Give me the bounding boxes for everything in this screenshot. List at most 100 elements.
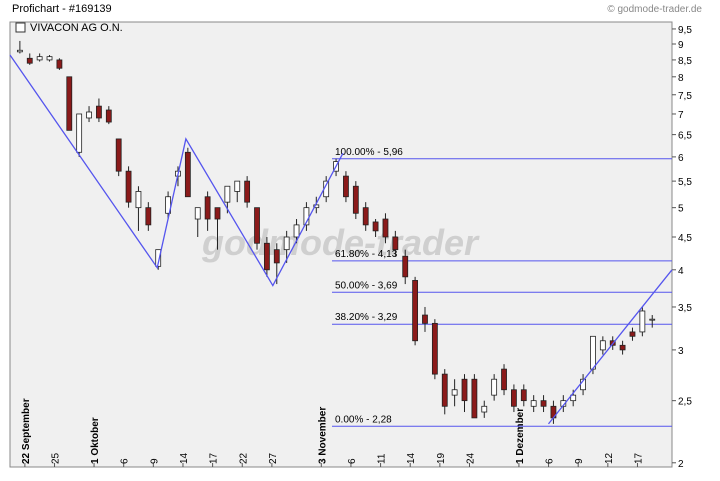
candle-body bbox=[254, 207, 260, 244]
y-tick-label: 4,5 bbox=[678, 233, 692, 244]
fib-label: 50.00% - 3,69 bbox=[335, 280, 398, 291]
y-tick-label: 8 bbox=[678, 73, 684, 84]
candle-body bbox=[422, 314, 428, 324]
candle-body bbox=[283, 236, 290, 251]
x-tick-label: 9 bbox=[574, 458, 585, 464]
candle-body bbox=[501, 368, 507, 391]
candle-body bbox=[135, 191, 142, 209]
x-tick-label: 24 bbox=[466, 452, 477, 464]
candle-body bbox=[96, 105, 102, 119]
candle-body bbox=[66, 76, 73, 131]
candle-body bbox=[273, 249, 280, 264]
y-tick-label: 6 bbox=[678, 153, 684, 164]
candle-body bbox=[184, 151, 191, 198]
x-tick-label: 6 bbox=[120, 458, 131, 464]
candle-body bbox=[204, 196, 211, 220]
x-tick-label: 1 Dezember bbox=[515, 408, 526, 464]
y-tick-label: 8,5 bbox=[678, 56, 692, 67]
x-tick-label: 19 bbox=[436, 452, 447, 464]
x-tick-label: 22 September bbox=[21, 398, 32, 464]
candle-body bbox=[540, 400, 547, 407]
candle-body bbox=[511, 389, 517, 407]
y-tick-label: 3 bbox=[678, 346, 684, 357]
y-tick-label: 4 bbox=[678, 266, 684, 277]
chart-title: Profichart - #169139 bbox=[12, 3, 112, 15]
candle-body bbox=[431, 322, 438, 375]
candle-body bbox=[599, 340, 606, 351]
candle-body bbox=[570, 394, 577, 402]
x-tick-label: 22 bbox=[238, 452, 249, 464]
x-tick-label: 17 bbox=[633, 452, 644, 464]
y-tick-label: 9 bbox=[678, 40, 684, 51]
y-tick-label: 6,5 bbox=[678, 131, 692, 142]
candle-body bbox=[412, 280, 419, 342]
candle-body bbox=[224, 185, 231, 203]
candle-body bbox=[263, 242, 270, 271]
candle-body bbox=[76, 113, 83, 153]
x-tick-label: 9 bbox=[149, 458, 160, 464]
candle-body bbox=[194, 207, 201, 220]
candle-body bbox=[26, 57, 33, 64]
candle-body bbox=[471, 378, 478, 419]
x-tick-label: 3 November bbox=[317, 407, 328, 464]
y-tick-label: 9,5 bbox=[678, 25, 692, 36]
fib-label: 0.00% - 2,28 bbox=[335, 414, 392, 425]
candle-body bbox=[629, 331, 636, 337]
candle-body bbox=[491, 378, 498, 396]
candle-body bbox=[214, 207, 221, 220]
candle-body bbox=[590, 335, 596, 370]
candle-body bbox=[520, 389, 527, 402]
candle-body bbox=[639, 310, 646, 333]
candle-body bbox=[293, 224, 300, 238]
x-tick-label: 14 bbox=[179, 452, 190, 464]
candle-body bbox=[56, 59, 63, 69]
x-tick-label: 27 bbox=[268, 452, 279, 464]
candle-body bbox=[145, 207, 152, 226]
trend-line bbox=[9, 54, 344, 287]
x-tick-label: 6 bbox=[347, 458, 358, 464]
candle-body bbox=[530, 400, 537, 407]
y-tick-label: 5,5 bbox=[678, 177, 692, 188]
source: © godmode-trader.de bbox=[607, 4, 702, 15]
y-tick-label: 7,5 bbox=[678, 91, 692, 102]
candle-body bbox=[125, 170, 132, 203]
candle-body bbox=[244, 180, 251, 203]
candle-body bbox=[16, 49, 23, 53]
candle-body bbox=[46, 56, 53, 61]
candle-body bbox=[402, 255, 409, 278]
candle-body bbox=[86, 111, 92, 119]
fib-label: 61.80% - 4,13 bbox=[335, 249, 398, 260]
x-tick-label: 14 bbox=[406, 452, 417, 464]
candle-body bbox=[451, 389, 458, 396]
y-tick-label: 5 bbox=[678, 204, 684, 215]
candle-body bbox=[343, 175, 349, 198]
candle-body bbox=[619, 344, 626, 351]
fib-label: 100.00% - 5,96 bbox=[335, 147, 403, 158]
candle-body bbox=[352, 185, 359, 214]
plot-area bbox=[9, 21, 673, 468]
candle-body bbox=[105, 109, 112, 123]
x-tick-label: 1 Oktober bbox=[90, 417, 101, 464]
x-tick-label: 25 bbox=[51, 452, 62, 464]
candle-body bbox=[372, 221, 379, 232]
candle-body bbox=[481, 405, 488, 413]
candle-body bbox=[382, 218, 389, 238]
candle-body bbox=[649, 318, 656, 321]
candle-body bbox=[461, 378, 468, 402]
x-tick-label: 6 bbox=[545, 458, 556, 464]
y-tick-label: 3,5 bbox=[678, 303, 692, 314]
candle-body bbox=[155, 249, 162, 267]
candle-body bbox=[234, 180, 241, 192]
y-tick-label: 7 bbox=[678, 110, 684, 121]
legend-label: VIVACON AG O.N. bbox=[30, 22, 123, 34]
trend-line bbox=[547, 269, 673, 425]
candle-body bbox=[441, 373, 448, 407]
legend-swatch bbox=[15, 22, 26, 33]
fib-label: 38.20% - 3,29 bbox=[335, 312, 398, 323]
candle-body bbox=[115, 138, 122, 172]
x-tick-label: 12 bbox=[604, 452, 615, 464]
x-tick-label: 11 bbox=[377, 453, 388, 464]
x-tick-label: 17 bbox=[209, 452, 220, 464]
y-tick-label: 2,5 bbox=[678, 397, 692, 408]
